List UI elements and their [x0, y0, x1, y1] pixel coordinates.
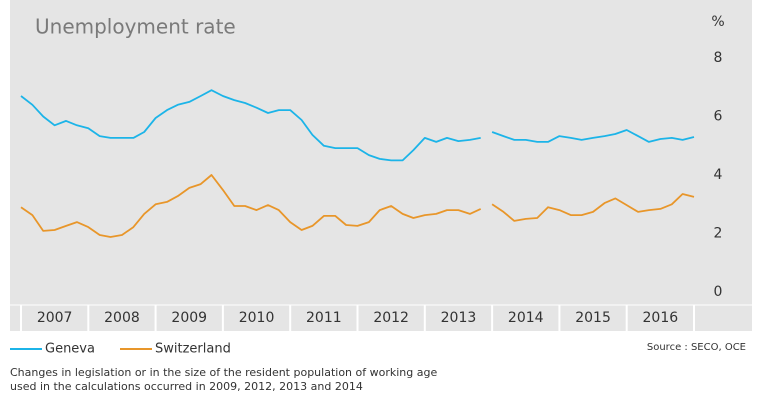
note: Changes in legislation or in the size of… [10, 366, 437, 379]
y-unit: % [711, 14, 724, 30]
x-tick-label: 2014 [508, 310, 544, 326]
y-tick-label: 2 [714, 226, 723, 242]
x-tick-label: 2016 [643, 310, 679, 326]
x-tick-label: 2015 [575, 310, 611, 326]
y-tick-label: 0 [714, 284, 723, 300]
legend-label: Switzerland [155, 342, 231, 357]
y-tick-label: 8 [714, 50, 723, 66]
x-tick-label: 2008 [104, 310, 140, 326]
line-series [20, 174, 695, 238]
x-tick-label: 2010 [239, 310, 275, 326]
x-tick-label: 2009 [171, 310, 207, 326]
chart-title: Unemployment rate [35, 15, 236, 39]
x-tick-label: 2013 [441, 310, 477, 326]
x-tick-label: 2011 [306, 310, 342, 326]
x-tick-label: 2007 [37, 310, 73, 326]
y-tick-label: 6 [714, 109, 723, 125]
source: Source : SECO, OCE [647, 342, 746, 353]
y-tick-label: 4 [714, 167, 723, 183]
x-tick-label: 2012 [373, 310, 409, 326]
note: used in the calculations occurred in 200… [10, 380, 363, 393]
plot-background [10, 0, 752, 331]
line-series [20, 89, 695, 162]
legend-label: Geneva [45, 342, 95, 357]
